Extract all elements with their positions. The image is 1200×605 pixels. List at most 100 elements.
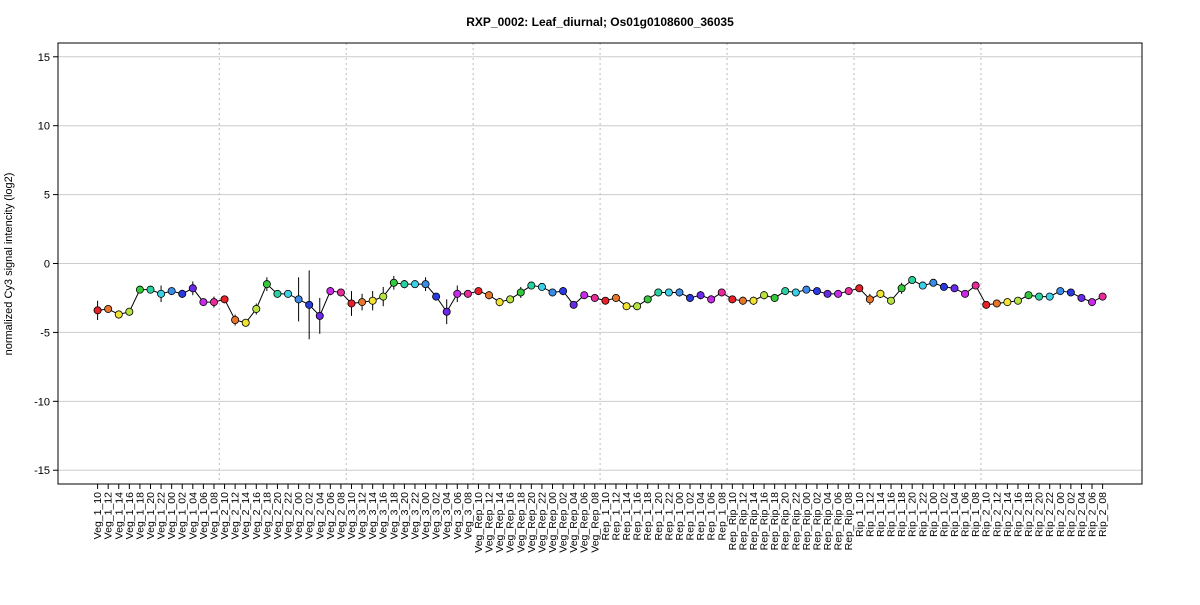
x-tick-label-68: Rep_Rip_02 — [811, 492, 823, 551]
data-point-77 — [908, 276, 917, 285]
data-point-50 — [622, 302, 631, 311]
data-point-48 — [601, 296, 610, 305]
x-tick-label-53: Rep_1_20 — [653, 492, 665, 541]
data-point-64 — [770, 293, 779, 302]
data-point-51 — [633, 302, 642, 311]
x-tick-label-89: Rip_2_20 — [1034, 492, 1046, 537]
data-point-26 — [368, 296, 377, 305]
data-point-10 — [199, 298, 208, 307]
x-tick-label-49: Rep_1_12 — [610, 492, 622, 541]
x-tick-label-18: Veg_2_22 — [283, 492, 295, 539]
x-tick-label-71: Rep_Rip_08 — [843, 492, 855, 551]
x-tick-label-54: Rep_1_22 — [663, 492, 675, 541]
data-point-24 — [347, 299, 356, 308]
x-tick-label-38: Veg_Rep_14 — [494, 492, 506, 553]
x-tick-label-78: Rip_1_22 — [917, 492, 929, 537]
data-point-36 — [474, 287, 483, 296]
data-point-20 — [305, 300, 314, 309]
data-point-4 — [135, 285, 144, 294]
x-tick-label-88: Rip_2_18 — [1023, 492, 1035, 537]
data-point-95 — [1098, 292, 1107, 301]
data-point-94 — [1088, 298, 1097, 307]
x-tick-label-83: Rip_1_08 — [970, 492, 982, 537]
data-point-1 — [104, 304, 113, 313]
x-tick-label-36: Veg_Rep_10 — [473, 492, 485, 553]
x-tick-label-56: Rep_1_02 — [685, 492, 697, 541]
y-tick-label-3: 0 — [44, 259, 50, 271]
data-point-59 — [717, 288, 726, 297]
data-point-62 — [749, 296, 758, 305]
data-point-57 — [696, 291, 705, 300]
x-tick-label-55: Rep_1_00 — [674, 492, 686, 541]
x-tick-label-16: Veg_2_18 — [261, 492, 273, 539]
data-point-34 — [453, 289, 462, 298]
y-tick-label-2: -5 — [40, 327, 50, 339]
x-tick-label-91: Rip_2_00 — [1055, 492, 1067, 537]
data-point-40 — [516, 288, 525, 297]
x-tick-label-30: Veg_3_22 — [409, 492, 421, 539]
x-tick-label-37: Veg_Rep_12 — [484, 492, 496, 553]
data-point-15 — [252, 304, 261, 313]
x-tick-label-72: Rip_1_10 — [854, 492, 866, 537]
data-point-92 — [1066, 288, 1075, 297]
data-point-30 — [410, 280, 419, 289]
data-point-21 — [315, 311, 324, 320]
data-point-14 — [241, 318, 250, 327]
data-point-41 — [527, 281, 536, 290]
x-tick-label-17: Veg_2_20 — [272, 492, 284, 539]
data-point-5 — [146, 285, 155, 294]
data-point-6 — [157, 289, 166, 298]
data-point-84 — [982, 300, 991, 309]
x-tick-label-63: Rep_Rip_16 — [759, 492, 771, 551]
x-tick-label-73: Rip_1_12 — [864, 492, 876, 537]
x-tick-label-61: Rep_Rip_12 — [737, 492, 749, 551]
x-tick-label-33: Veg_3_04 — [441, 492, 453, 539]
x-tick-label-48: Rep_1_10 — [600, 492, 612, 541]
x-tick-label-27: Veg_3_16 — [378, 492, 390, 539]
data-point-54 — [664, 288, 673, 297]
data-point-23 — [336, 288, 345, 297]
x-tick-label-2: Veg_1_14 — [113, 492, 125, 539]
x-tick-label-92: Rip_2_02 — [1065, 492, 1077, 537]
x-tick-label-21: Veg_2_04 — [314, 492, 326, 539]
y-tick-label-4: 5 — [44, 190, 50, 202]
data-point-7 — [167, 287, 176, 296]
x-tick-label-87: Rip_2_16 — [1012, 492, 1024, 537]
x-tick-label-94: Rip_2_06 — [1087, 492, 1099, 537]
x-tick-label-0: Veg_1_10 — [92, 492, 104, 539]
x-tick-label-47: Veg_Rep_08 — [589, 492, 601, 553]
data-point-45 — [569, 300, 578, 309]
x-tick-label-14: Veg_2_14 — [240, 492, 252, 539]
x-tick-label-43: Veg_Rep_00 — [547, 492, 559, 553]
data-point-60 — [728, 295, 737, 304]
x-tick-label-7: Veg_1_00 — [166, 492, 178, 539]
data-point-74 — [876, 289, 885, 298]
data-point-79 — [929, 278, 938, 287]
x-tick-label-44: Veg_Rep_02 — [558, 492, 570, 553]
data-point-38 — [495, 298, 504, 307]
x-tick-label-50: Rep_1_14 — [621, 492, 633, 541]
x-tick-label-1: Veg_1_12 — [103, 492, 115, 539]
data-point-39 — [506, 295, 515, 304]
data-point-71 — [844, 287, 853, 296]
x-tick-label-80: Rip_1_02 — [938, 492, 950, 537]
x-tick-label-57: Rep_1_04 — [695, 492, 707, 541]
data-point-66 — [791, 288, 800, 297]
data-point-31 — [421, 280, 430, 289]
x-tick-label-77: Rip_1_20 — [907, 492, 919, 537]
data-point-76 — [897, 284, 906, 293]
x-tick-label-5: Veg_1_20 — [145, 492, 157, 539]
x-tick-label-93: Rip_2_04 — [1076, 492, 1088, 537]
y-tick-label-5: 10 — [38, 121, 50, 133]
data-point-47 — [590, 293, 599, 302]
data-point-88 — [1024, 291, 1033, 300]
x-tick-label-74: Rip_1_14 — [875, 492, 887, 537]
x-tick-label-25: Veg_3_12 — [357, 492, 369, 539]
x-tick-label-51: Rep_1_16 — [632, 492, 644, 541]
data-point-80 — [939, 282, 948, 291]
data-point-83 — [971, 281, 980, 290]
data-point-52 — [643, 295, 652, 304]
x-tick-label-15: Veg_2_16 — [251, 492, 263, 539]
